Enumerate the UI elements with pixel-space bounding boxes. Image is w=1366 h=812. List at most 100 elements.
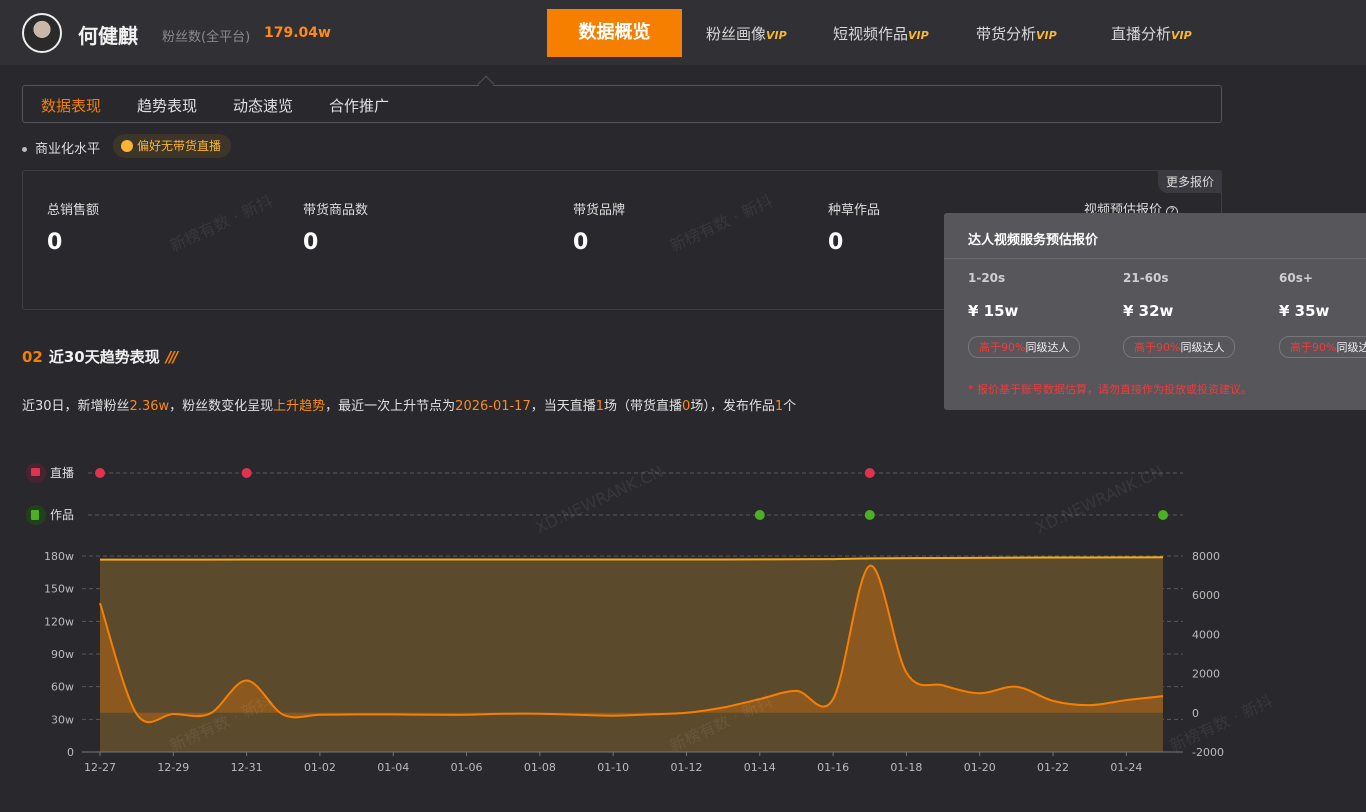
decor-icon: /// bbox=[165, 348, 179, 366]
marker-dot bbox=[864, 468, 875, 478]
badge-text: 偏好无带货直播 bbox=[137, 139, 222, 153]
vip-badge: VIP bbox=[1036, 29, 1057, 42]
y-left-tick: 120w bbox=[44, 615, 74, 628]
y-right-tick: 6000 bbox=[1192, 589, 1220, 602]
section-label: 近30天趋势表现 bbox=[48, 348, 160, 366]
nav-label: 带货分析 bbox=[976, 25, 1037, 43]
x-tick-label: 01-18 bbox=[890, 761, 922, 774]
nav-label: 直播分析 bbox=[1111, 25, 1172, 43]
nav-label: 短视频作品 bbox=[833, 25, 909, 43]
nav-fans-profile[interactable]: 粉丝画像VIP bbox=[706, 23, 787, 44]
stat-seeding-works: 种草作品 0 bbox=[828, 199, 880, 255]
x-tick-label: 01-20 bbox=[964, 761, 996, 774]
tab-dynamics[interactable]: 动态速览 bbox=[233, 97, 294, 115]
stat-brands: 带货品牌 0 bbox=[573, 199, 625, 255]
stat-label: 带货品牌 bbox=[573, 203, 626, 218]
y-right-tick: 0 bbox=[1192, 707, 1199, 720]
popover-title: 达人视频服务预估报价 bbox=[944, 213, 1366, 259]
section-number: 02 bbox=[22, 348, 43, 366]
stat-total-sales: 总销售额 0 bbox=[47, 199, 99, 255]
stat-value: 0 bbox=[47, 230, 63, 255]
x-tick-label: 01-08 bbox=[524, 761, 556, 774]
stat-value: 0 bbox=[828, 230, 844, 255]
rank-tag: 高于90%同级达人 bbox=[1123, 336, 1236, 358]
y-left-tick: 90w bbox=[51, 648, 74, 661]
y-left-tick: 0 bbox=[67, 746, 74, 759]
duration-range: 60s+ bbox=[1279, 271, 1313, 285]
price: ¥ 35w bbox=[1279, 302, 1330, 320]
x-tick-label: 01-24 bbox=[1110, 761, 1142, 774]
y-left-tick: 180w bbox=[44, 550, 74, 563]
x-tick-label: 01-10 bbox=[597, 761, 629, 774]
x-tick-label: 01-02 bbox=[304, 761, 336, 774]
tab-data-performance[interactable]: 数据表现 bbox=[41, 97, 102, 115]
quote-col: 21-60s ¥ 32w 高于90%同级达人 bbox=[1123, 271, 1236, 358]
fans-total-line bbox=[100, 556, 1164, 561]
vip-badge: VIP bbox=[908, 29, 929, 42]
nav-short-video[interactable]: 短视频作品VIP bbox=[833, 23, 929, 44]
fans-value: 179.04w bbox=[264, 25, 331, 41]
x-tick-label: 12-27 bbox=[84, 761, 116, 774]
quote-col: 60s+ ¥ 35w 高于90%同级达人 bbox=[1279, 271, 1366, 358]
y-left-tick: 150w bbox=[44, 583, 74, 596]
commercial-badge: 偏好无带货直播 bbox=[113, 134, 232, 158]
price: ¥ 32w bbox=[1123, 302, 1174, 320]
sub-tabs: 数据表现 趋势表现 动态速览 合作推广 bbox=[22, 85, 1222, 123]
marker-dot bbox=[95, 468, 105, 478]
fans-total-area bbox=[100, 557, 1163, 752]
y-left-tick: 30w bbox=[51, 713, 74, 726]
y-right-tick: -2000 bbox=[1192, 746, 1224, 759]
avatar[interactable] bbox=[22, 13, 62, 53]
marker-dot bbox=[241, 468, 252, 478]
rank-tag: 高于90%同级达人 bbox=[968, 336, 1081, 358]
tab-cooperation[interactable]: 合作推广 bbox=[329, 97, 390, 115]
stat-products: 带货商品数 0 bbox=[303, 199, 368, 255]
nav-live-analysis[interactable]: 直播分析VIP bbox=[1111, 23, 1192, 44]
stat-value: 0 bbox=[303, 230, 319, 255]
y-left-tick: 60w bbox=[51, 681, 74, 694]
fans-gain-area bbox=[100, 565, 1163, 723]
stat-value: 0 bbox=[573, 230, 589, 255]
marker-dot bbox=[754, 510, 765, 520]
video-icon bbox=[31, 468, 40, 476]
vip-badge: VIP bbox=[1171, 29, 1192, 42]
stat-label: 总销售额 bbox=[47, 203, 100, 218]
nav-data-overview[interactable]: 数据概览 bbox=[547, 9, 682, 57]
quote-disclaimer: * 报价基于账号数据估算，请勿直接作为投放或投资建议。 bbox=[968, 383, 1252, 396]
document-icon bbox=[31, 510, 39, 520]
top-header: 何健麒 粉丝数(全平台) 179.04w 数据概览 粉丝画像VIP 短视频作品V… bbox=[0, 0, 1366, 65]
x-tick-label: 01-22 bbox=[1037, 761, 1069, 774]
trend-summary: 近30日，新增粉丝2.36w，粉丝数变化呈现上升趋势，最近一次上升节点为2026… bbox=[22, 399, 797, 414]
more-quotes-button[interactable]: 更多报价 bbox=[1157, 170, 1222, 193]
y-right-tick: 2000 bbox=[1192, 668, 1220, 681]
marker-dot bbox=[1158, 510, 1168, 520]
x-tick-label: 01-12 bbox=[670, 761, 702, 774]
price: ¥ 15w bbox=[968, 302, 1019, 320]
stat-label: 种草作品 bbox=[828, 203, 881, 218]
live-icon bbox=[121, 140, 133, 152]
duration-range: 21-60s bbox=[1123, 271, 1169, 285]
marker-row-label: 作品 bbox=[50, 508, 74, 522]
stat-label: 带货商品数 bbox=[303, 203, 369, 218]
x-tick-label: 01-04 bbox=[377, 761, 409, 774]
commercial-label: 商业化水平 bbox=[35, 142, 101, 157]
marker-dot bbox=[864, 510, 875, 520]
commercial-level: 商业化水平 bbox=[22, 138, 100, 157]
account-name: 何健麒 bbox=[78, 24, 138, 48]
section-title: 02 近30天趋势表现 /// bbox=[22, 346, 179, 367]
x-tick-label: 01-16 bbox=[817, 761, 849, 774]
fans-gain-line bbox=[99, 564, 1164, 724]
quote-col: 1-20s ¥ 15w 高于90%同级达人 bbox=[968, 271, 1081, 358]
marker-row-label: 直播 bbox=[50, 466, 74, 480]
quote-popover: 达人视频服务预估报价 1-20s ¥ 15w 高于90%同级达人 21-60s ¥ 3… bbox=[944, 213, 1366, 410]
rank-tag: 高于90%同级达人 bbox=[1279, 336, 1366, 358]
y-right-tick: 4000 bbox=[1192, 628, 1220, 641]
bullet-icon bbox=[22, 147, 27, 152]
x-tick-label: 01-14 bbox=[744, 761, 776, 774]
vip-badge: VIP bbox=[766, 29, 787, 42]
duration-range: 1-20s bbox=[968, 271, 1006, 285]
nav-sales-analysis[interactable]: 带货分析VIP bbox=[976, 23, 1057, 44]
tab-trend[interactable]: 趋势表现 bbox=[137, 97, 198, 115]
x-tick-label: 12-29 bbox=[157, 761, 189, 774]
